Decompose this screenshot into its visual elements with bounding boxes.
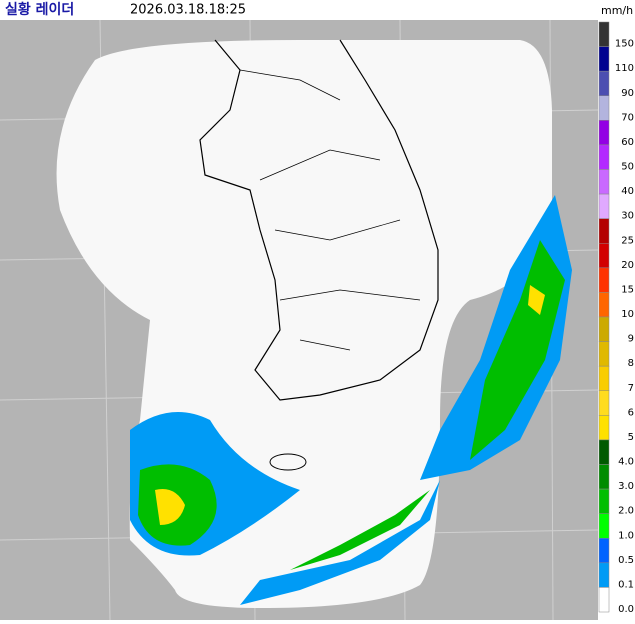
legend-label: 9: [628, 334, 634, 345]
legend-swatch: [598, 193, 610, 219]
legend-label: 40: [621, 186, 634, 197]
legend-swatch: [598, 144, 610, 170]
legend-label: 8: [628, 358, 634, 369]
legend-swatch: [598, 316, 610, 342]
legend-label: 7: [628, 383, 634, 394]
legend-label: 30: [621, 211, 634, 222]
legend-swatch: [598, 169, 610, 195]
legend-label: 15: [621, 284, 634, 295]
legend-swatch: [598, 267, 610, 293]
legend-swatch: [598, 70, 610, 96]
timestamp: 2026.03.18.18:25: [130, 3, 246, 18]
legend-label: 25: [621, 235, 634, 246]
legend-swatch: [598, 341, 610, 367]
legend-swatch: [598, 390, 610, 416]
legend-label: 3.0: [618, 481, 634, 492]
jeju-island: [269, 453, 307, 471]
legend-label: 0.5: [618, 555, 634, 566]
map: [0, 19, 599, 621]
legend-label: 5: [628, 432, 634, 443]
legend-swatch: [598, 21, 610, 47]
legend: 150 110 90 70 60 50 40 30 25 20 15 10 9 8 7 6 5 4.0 3.0 2.0…: [598, 21, 634, 615]
legend-swatch: [598, 243, 610, 269]
legend-label: 60: [621, 137, 634, 148]
legend-label: 2.0: [618, 506, 634, 517]
legend-swatch: [598, 120, 610, 146]
precip-area: [240, 480, 440, 605]
legend-label: 10: [621, 309, 634, 320]
legend-label: 1.0: [618, 530, 634, 541]
legend-label: 50: [621, 162, 634, 173]
legend-swatch: [598, 488, 610, 514]
legend-swatch: [598, 513, 610, 539]
legend-swatch: [598, 95, 610, 121]
legend-swatch: [598, 439, 610, 465]
legend-label: 70: [621, 112, 634, 123]
precip-area: [528, 285, 545, 315]
legend-swatch: [598, 292, 610, 318]
legend-swatch: [598, 46, 610, 72]
legend-label: 90: [621, 88, 634, 99]
legend-swatch: [598, 587, 610, 613]
legend-label: 0.0: [618, 604, 634, 615]
legend-label: 20: [621, 260, 634, 271]
header-bar: [0, 0, 635, 20]
legend-swatch: [598, 218, 610, 244]
legend-label: 150: [615, 39, 634, 50]
unit: mm/h: [601, 4, 633, 17]
legend-label: 110: [615, 63, 634, 74]
legend-label: 4.0: [618, 457, 634, 468]
legend-swatch: [598, 464, 610, 490]
legend-swatch: [598, 365, 610, 391]
legend-swatch: [598, 562, 610, 588]
coastline: [199, 39, 439, 401]
legend-swatch: [598, 538, 610, 564]
title: 실황 레이더: [5, 1, 74, 18]
legend-label: 6: [628, 407, 634, 418]
legend-swatch: [598, 415, 610, 441]
province-borders: [239, 69, 421, 351]
precip-area: [155, 489, 185, 525]
legend-label: 0.1: [618, 579, 634, 590]
